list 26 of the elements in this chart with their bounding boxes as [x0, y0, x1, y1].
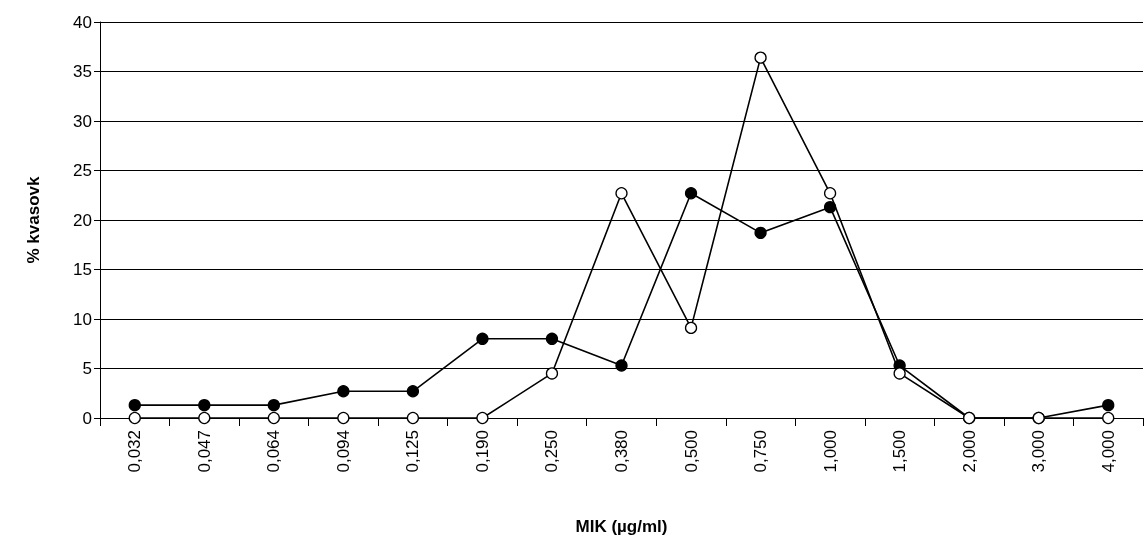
y-axis-title: % kvasovk [24, 175, 43, 264]
x-axis-title: MIK (µg/ml) [575, 517, 668, 536]
y-tick-label: 30 [73, 111, 92, 131]
x-tick-label: 0,125 [403, 430, 423, 473]
x-tick-label: 0,190 [472, 430, 492, 473]
y-tick-label: 15 [73, 260, 92, 279]
x-tick-label: 0,380 [612, 430, 631, 473]
y-tick-label: 40 [73, 12, 92, 32]
y-tick-label: 20 [73, 210, 92, 230]
x-tick-label: 3,000 [1029, 430, 1049, 473]
x-tick-label: 0,047 [194, 430, 214, 473]
x-tick-label: 0,750 [751, 430, 771, 473]
x-tick-label: 4,000 [1098, 430, 1118, 473]
x-tick-label: 2,000 [959, 430, 979, 473]
y-tick-label: 25 [73, 161, 92, 180]
x-tick-label: 0,094 [333, 430, 353, 473]
y-tick-label: 5 [82, 359, 92, 378]
x-tick-label: 1,500 [890, 430, 910, 473]
x-tick-label: 0,250 [542, 430, 562, 473]
x-tick-label: 1,000 [820, 430, 840, 473]
x-tick-label: 0,500 [681, 430, 701, 473]
x-tick-label: 0,064 [264, 430, 284, 473]
y-tick-label: 10 [73, 309, 92, 329]
y-tick-label: 35 [73, 62, 92, 81]
y-tick-label: 0 [82, 408, 92, 428]
x-tick-label: 0,032 [125, 430, 145, 473]
